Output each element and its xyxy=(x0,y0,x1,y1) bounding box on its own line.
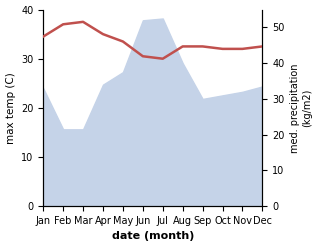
X-axis label: date (month): date (month) xyxy=(112,231,194,242)
Y-axis label: max temp (C): max temp (C) xyxy=(5,72,16,144)
Y-axis label: med. precipitation
(kg/m2): med. precipitation (kg/m2) xyxy=(290,63,313,153)
